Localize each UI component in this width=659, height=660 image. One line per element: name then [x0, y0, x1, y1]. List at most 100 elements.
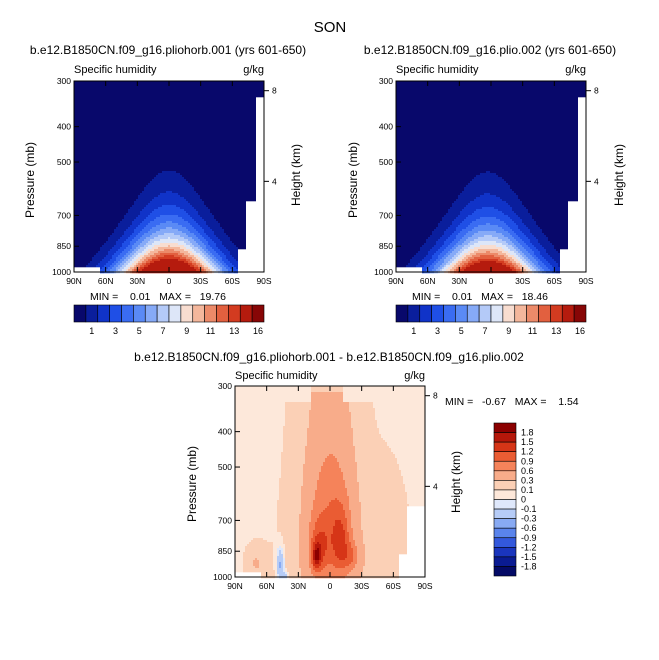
contour-cell	[450, 253, 456, 256]
contour-cell	[106, 255, 112, 258]
contour-cell	[253, 538, 263, 541]
contour-cell	[122, 257, 126, 260]
y-tick-label: 300	[379, 76, 393, 86]
contour-cell	[396, 231, 432, 234]
colorbar-label: -0.3	[521, 514, 537, 524]
contour-cell	[458, 251, 462, 254]
contour-cell	[347, 528, 353, 531]
contour-cell	[504, 179, 578, 182]
contour-cell	[315, 562, 319, 565]
contour-cell	[436, 263, 442, 266]
contour-cell	[347, 552, 353, 555]
contour-cell	[464, 263, 468, 266]
min-max-stats: MIN = 0.01 MAX = 18.46	[412, 291, 548, 303]
contour-cell	[74, 249, 100, 252]
contour-cell	[235, 390, 311, 393]
contour-cell	[426, 269, 432, 272]
contour-cell	[124, 267, 128, 270]
contour-cell	[196, 191, 256, 194]
contour-cell	[396, 87, 586, 90]
contour-cell	[140, 267, 144, 270]
contour-cell	[118, 249, 124, 252]
contour-cell	[279, 552, 281, 555]
contour-cell	[212, 261, 216, 264]
contour-cell	[116, 269, 118, 272]
contour-cell	[472, 179, 504, 182]
contour-cell	[472, 235, 484, 238]
colorbar-swatch	[180, 304, 194, 323]
contour-cell	[235, 410, 285, 413]
contour-cell	[303, 476, 319, 479]
contour-cell	[303, 478, 319, 481]
contour-cell	[355, 450, 391, 453]
contour-cell	[343, 388, 425, 391]
contour-cell	[353, 536, 363, 539]
contour-cell	[510, 233, 516, 236]
contour-cell	[74, 91, 264, 94]
contour-cell	[498, 259, 504, 262]
contour-cell	[377, 424, 425, 427]
contour-cell	[512, 263, 516, 266]
contour-cell	[528, 209, 568, 212]
contour-cell	[375, 408, 425, 411]
contour-cell	[281, 456, 305, 459]
contour-cell	[299, 522, 309, 525]
contour-cell	[74, 93, 264, 96]
contour-cell	[160, 259, 178, 262]
contour-cell	[283, 440, 307, 443]
contour-cell	[506, 263, 512, 266]
contour-cell	[349, 538, 353, 541]
contour-cell	[363, 570, 399, 573]
contour-cell	[532, 255, 536, 258]
contour-cell	[345, 486, 359, 489]
contour-cell	[277, 522, 299, 525]
contour-cell	[510, 253, 516, 256]
contour-cell	[343, 472, 357, 475]
contour-cell	[146, 185, 192, 188]
contour-cell	[353, 534, 363, 537]
contour-cell	[132, 245, 138, 248]
contour-cell	[168, 245, 170, 248]
contour-cell	[546, 259, 554, 262]
contour-cell	[335, 520, 341, 523]
contour-cell	[347, 544, 351, 547]
contour-cell	[464, 187, 510, 190]
x-tick-label: 90N	[66, 276, 82, 286]
contour-cell	[100, 247, 112, 250]
contour-cell	[124, 241, 130, 244]
contour-cell	[357, 462, 397, 465]
contour-cell	[522, 269, 526, 272]
contour-cell	[321, 546, 327, 549]
height-tick-label: 8	[272, 86, 277, 96]
colorbar-label: 5	[137, 326, 142, 336]
contour-cell	[486, 223, 490, 226]
contour-cell	[538, 225, 568, 228]
contour-cell	[396, 223, 438, 226]
contour-cell	[498, 253, 506, 256]
contour-cell	[472, 255, 480, 258]
contour-cell	[452, 203, 468, 206]
contour-cell	[235, 486, 279, 489]
contour-cell	[550, 263, 558, 266]
contour-cell	[418, 251, 428, 254]
contour-cell	[299, 550, 309, 553]
contour-cell	[235, 386, 311, 389]
contour-cell	[462, 265, 466, 268]
contour-cell	[279, 546, 281, 549]
contour-cell	[351, 420, 377, 423]
contour-cell	[194, 255, 198, 258]
contour-cell	[156, 217, 182, 220]
contour-cell	[351, 512, 361, 515]
contour-cell	[235, 538, 253, 541]
contour-cell	[277, 560, 283, 563]
contour-cell	[178, 215, 190, 218]
contour-cell	[325, 554, 335, 557]
contour-cell	[315, 570, 321, 573]
contour-cell	[108, 267, 112, 270]
contour-cell	[472, 229, 504, 232]
contour-cell	[510, 249, 516, 252]
contour-cell	[396, 251, 418, 254]
contour-cell	[464, 235, 472, 238]
contour-cell	[128, 259, 132, 262]
contour-cell	[116, 259, 120, 262]
